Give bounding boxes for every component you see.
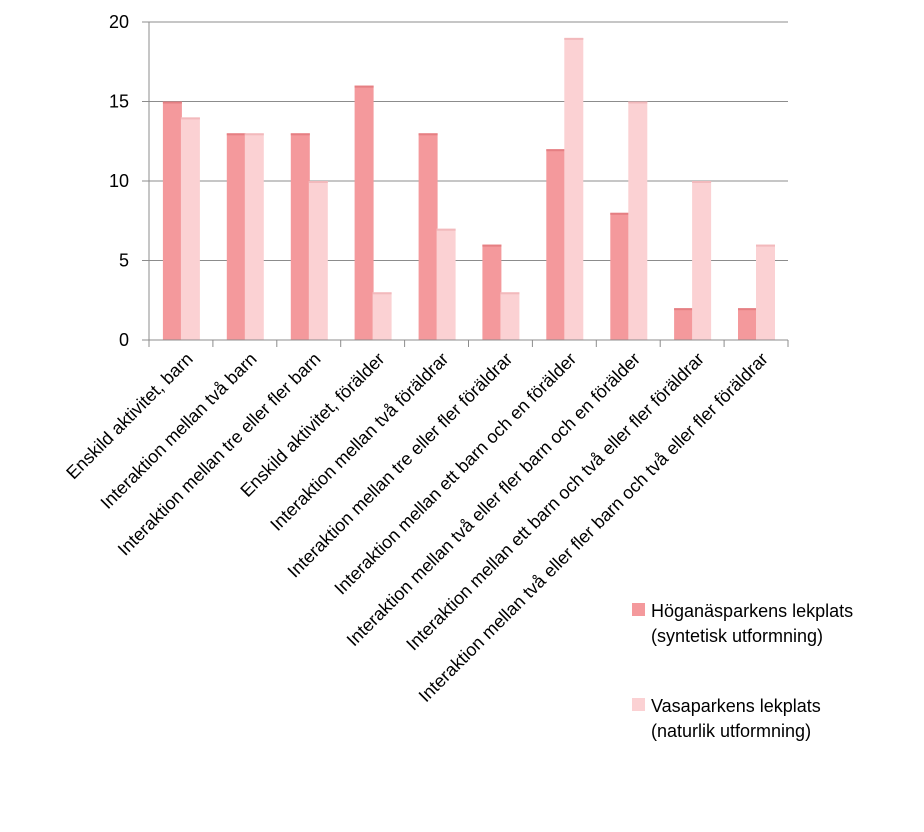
- bar-series-1: [738, 308, 757, 340]
- bar-highlight: [418, 133, 438, 136]
- bars: [162, 37, 775, 341]
- bar-highlight: [354, 85, 374, 88]
- legend: Höganäsparkens lekplats (syntetisk utform…: [632, 601, 853, 741]
- bar-highlight: [756, 244, 775, 247]
- bar-highlight: [546, 149, 566, 152]
- bar-series-1: [354, 85, 374, 340]
- bar-highlight: [500, 292, 520, 295]
- bar-series-2: [436, 228, 456, 340]
- bar-highlight: [610, 212, 630, 215]
- bar-series-2: [564, 37, 584, 341]
- y-tick-label: 10: [109, 171, 129, 191]
- y-tick-label: 15: [109, 92, 129, 112]
- bar-series-1: [482, 244, 502, 340]
- bar-highlight: [226, 133, 246, 136]
- bar-series-1: [610, 212, 630, 340]
- bar-series-1: [674, 308, 694, 340]
- bar-series-2: [244, 133, 264, 340]
- legend-swatch: [632, 698, 645, 711]
- y-tick-label: 5: [119, 251, 129, 271]
- legend-label: Höganäsparkens lekplats: [651, 601, 853, 621]
- bar-highlight: [290, 133, 310, 136]
- x-tick-label: Interaktion mellan tre eller fler föräld…: [284, 349, 517, 582]
- bar-series-2: [180, 117, 200, 341]
- bar-series-1: [226, 133, 246, 340]
- bar-highlight: [738, 308, 757, 311]
- bar-series-2: [308, 181, 328, 340]
- bar-highlight: [162, 101, 182, 104]
- x-tick-label: Interaktion mellan ett barn och en föräl…: [330, 349, 580, 599]
- x-tick-label: Enskild aktivitet, barn: [62, 349, 196, 483]
- bar-series-2: [692, 181, 712, 340]
- y-tick-labels: 0 5 10 15 20: [109, 12, 129, 350]
- bar-highlight: [692, 181, 712, 183]
- bar-series-2: [500, 292, 520, 340]
- bar-series-1: [418, 133, 438, 340]
- bar-series-2: [372, 292, 392, 340]
- x-tick-label: Interaktion mellan två eller fler barn o…: [343, 349, 644, 650]
- legend-swatch: [632, 603, 645, 616]
- y-tick-label: 20: [109, 12, 129, 32]
- bar-highlight: [308, 181, 328, 183]
- bar-highlight: [482, 244, 502, 247]
- legend-label: Vasaparkens lekplats: [651, 696, 821, 716]
- axes: [142, 21, 789, 347]
- bar-highlight: [180, 117, 200, 120]
- bar-series-1: [290, 133, 310, 340]
- bar-highlight: [674, 308, 694, 311]
- bar-highlight: [436, 228, 456, 231]
- bar-highlight: [372, 292, 392, 295]
- legend-label: (syntetisk utformning): [651, 626, 823, 646]
- bar-highlight: [564, 37, 584, 40]
- bar-series-1: [546, 149, 566, 340]
- bar-series-2: [628, 101, 648, 340]
- bar-series-2: [756, 244, 775, 340]
- x-tick-labels: Enskild aktivitet, barn Interaktion mella…: [62, 349, 772, 706]
- legend-label: (naturlik utformning): [651, 721, 811, 741]
- bar-highlight: [244, 133, 264, 136]
- bar-series-1: [162, 101, 182, 340]
- y-tick-label: 0: [119, 330, 129, 350]
- bar-highlight: [628, 101, 648, 104]
